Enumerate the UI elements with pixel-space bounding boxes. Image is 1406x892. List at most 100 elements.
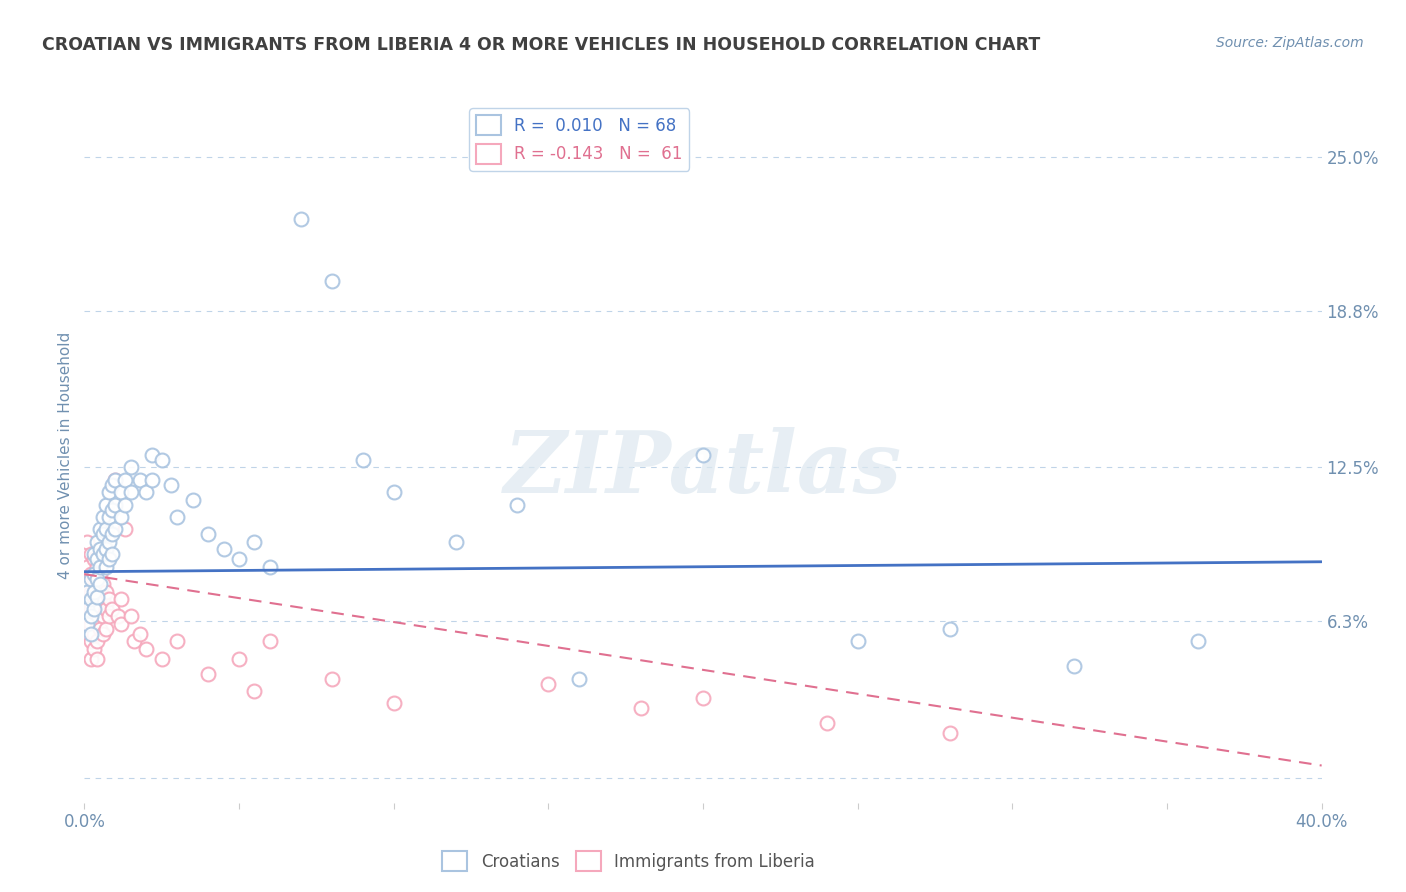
Point [321,274,343,288]
Point [104,473,127,487]
Point [83,584,105,599]
Point [114,523,136,537]
Point [76,534,98,549]
Point [86,615,108,629]
Point [91,510,114,524]
Point [83,552,105,566]
Point [86,572,108,586]
Point [79,602,101,616]
Point [228,651,250,665]
Point [166,510,188,524]
Point [181,492,204,507]
Point [939,622,962,636]
Point [86,559,108,574]
Point [98,534,121,549]
Point [83,602,105,616]
Point [91,577,114,591]
Point [76,559,98,574]
Point [243,684,266,698]
Point [110,510,132,524]
Point [135,641,157,656]
Point [79,547,101,561]
Point [212,542,235,557]
Point [150,651,173,665]
Point [290,211,312,226]
Point [89,577,111,591]
Point [1063,659,1085,673]
Point [120,460,142,475]
Point [76,616,98,631]
Point [79,616,101,631]
Point [122,634,145,648]
Point [506,498,529,512]
Point [91,527,114,541]
Point [79,584,101,599]
Point [815,716,838,731]
Point [114,473,136,487]
Point [382,485,405,500]
Point [89,559,111,574]
Point [76,584,98,599]
Point [89,622,111,636]
Point [444,534,467,549]
Point [382,697,405,711]
Point [83,590,105,604]
Point [568,672,591,686]
Point [321,672,343,686]
Point [259,559,281,574]
Point [76,592,98,607]
Point [86,634,108,648]
Point [150,453,173,467]
Point [101,547,124,561]
Point [89,542,111,557]
Point [86,534,108,549]
Point [91,627,114,641]
Point [692,691,714,706]
Legend: Croatians, Immigrants from Liberia: Croatians, Immigrants from Liberia [436,845,823,878]
Point [86,597,108,611]
Point [83,607,105,621]
Point [79,627,101,641]
Point [141,473,163,487]
Point [98,552,121,566]
Point [166,634,188,648]
Point [89,584,111,599]
Point [76,577,98,591]
Point [101,602,124,616]
Point [86,552,108,566]
Point [76,609,98,624]
Point [94,584,117,599]
Point [89,602,111,616]
Point [83,567,105,582]
Point [114,498,136,512]
Point [86,577,108,591]
Point [104,498,127,512]
Point [110,616,132,631]
Point [110,592,132,607]
Point [91,547,114,561]
Point [94,498,117,512]
Point [91,592,114,607]
Point [83,572,105,586]
Point [98,510,121,524]
Point [94,542,117,557]
Point [79,651,101,665]
Text: CROATIAN VS IMMIGRANTS FROM LIBERIA 4 OR MORE VEHICLES IN HOUSEHOLD CORRELATION : CROATIAN VS IMMIGRANTS FROM LIBERIA 4 OR… [42,36,1040,54]
Point [98,592,121,607]
Point [630,701,652,715]
Point [83,547,105,561]
Point [939,726,962,740]
Point [91,609,114,624]
Point [79,592,101,607]
Point [98,485,121,500]
Point [89,567,111,582]
Y-axis label: 4 or more Vehicles in Household: 4 or more Vehicles in Household [58,331,73,579]
Point [110,485,132,500]
Point [98,609,121,624]
Point [76,627,98,641]
Point [107,609,129,624]
Point [94,622,117,636]
Point [101,477,124,491]
Point [228,552,250,566]
Point [243,534,266,549]
